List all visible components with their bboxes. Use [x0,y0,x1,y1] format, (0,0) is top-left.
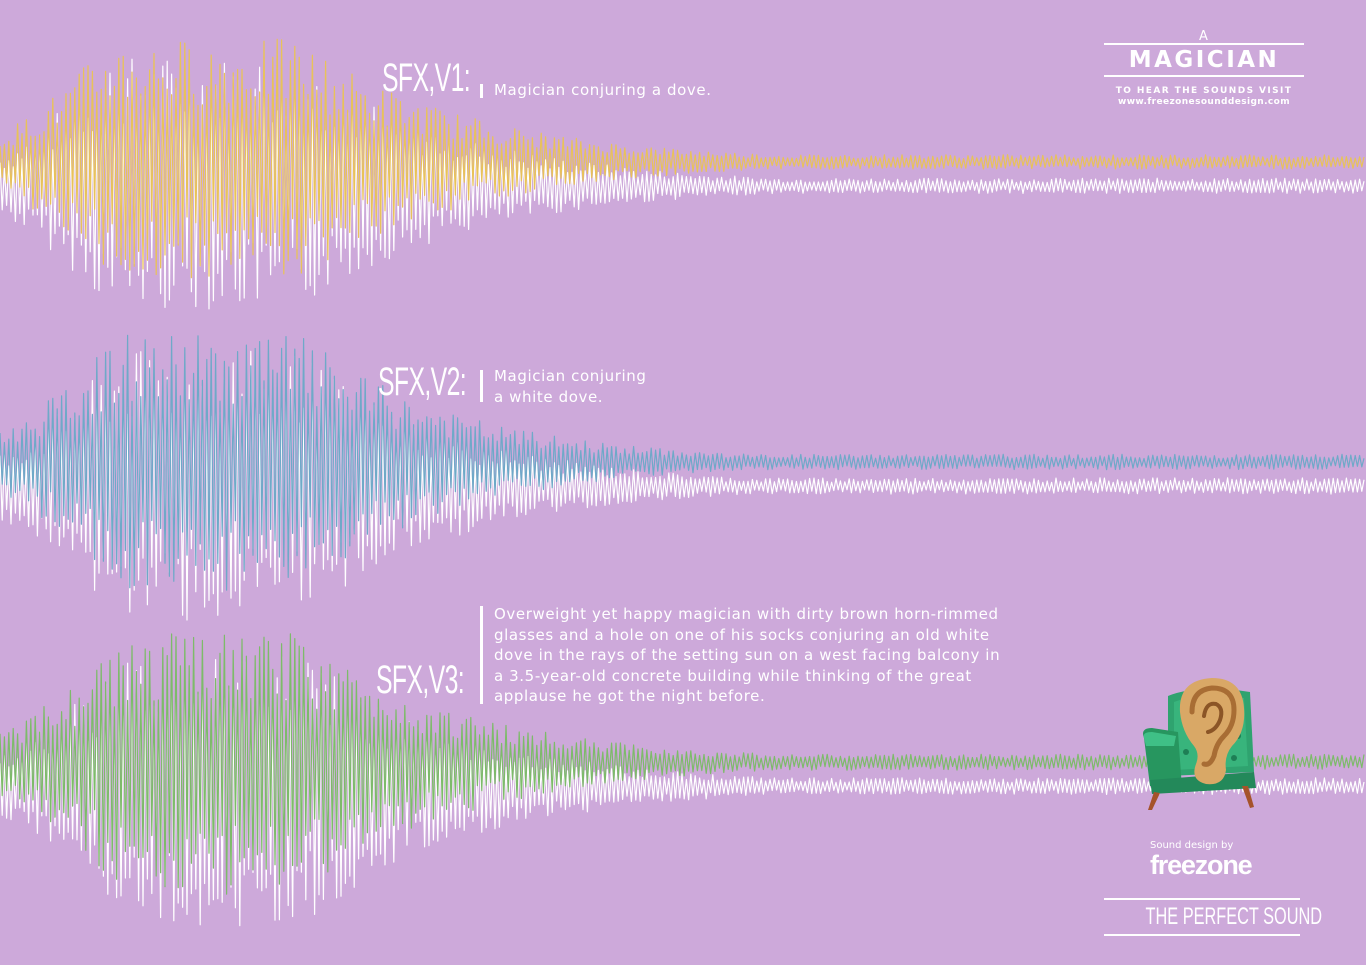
sfx-v3-description-line: Overweight yet happy magician with dirty… [494,605,999,623]
sfx-v1-divider [480,84,483,98]
waveform-v1 [0,38,1365,279]
credit-small-text: Sound design by [1150,840,1234,851]
tagline-text: THE PERFECT SOUND [1145,903,1323,930]
sfx-v3-label: SFX,V3: [376,658,465,702]
tagline-bottom-rule [1104,934,1300,936]
sfx-v2-description: Magician conjuring a white dove. [494,366,646,407]
badge-prefix: A [1199,29,1209,44]
tagline-top-rule [1104,898,1300,900]
tagline: THE PERFECT SOUND [1104,898,1322,936]
sfx-v2-description-line: Magician conjuring [494,367,647,385]
sfx-v3-description-line: dove in the rays of the setting sun on a… [494,646,1001,664]
sfx-v1-description: Magician conjuring a dove. [494,80,712,101]
sfx-v3-divider [480,606,483,704]
waveform-v2 [0,334,1365,591]
sfx-v1-label: SFX,V1: [382,56,471,100]
sound-design-credit: Sound design by freezone [1150,840,1253,880]
magician-badge: A MAGICIAN TO HEAR THE SOUNDS VISIT www.… [1104,30,1304,107]
sfx-v3-description-line: a 3.5-year-old concrete building while t… [494,666,972,685]
badge-url[interactable]: www.freezonesounddesign.com [1117,97,1291,107]
sfx-v2-label: SFX,V2: [378,360,467,404]
ear-on-armchair-icon [1143,678,1256,810]
badge-bottom-rule [1104,75,1304,77]
waveform-echo-2 [0,350,1365,621]
sfx-v2-description-line: a white dove. [494,387,604,406]
sfx-v3-description: Overweight yet happy magician with dirty… [494,604,1000,707]
sfx-v3-description-line: glasses and a hole on one of his socks c… [494,625,990,644]
freezone-logo: freezone [1150,850,1253,880]
sfx-v2-divider [480,370,483,402]
badge-top-rule [1104,43,1304,45]
badge-title: MAGICIAN [1128,47,1280,73]
sfx-v3-description-line: applause he got the night before. [494,687,766,705]
badge-visit-text: TO HEAR THE SOUNDS VISIT [1115,86,1293,96]
sfx-v1-description-line: Magician conjuring a dove. [494,81,712,99]
waveform-v3 [0,633,1365,895]
